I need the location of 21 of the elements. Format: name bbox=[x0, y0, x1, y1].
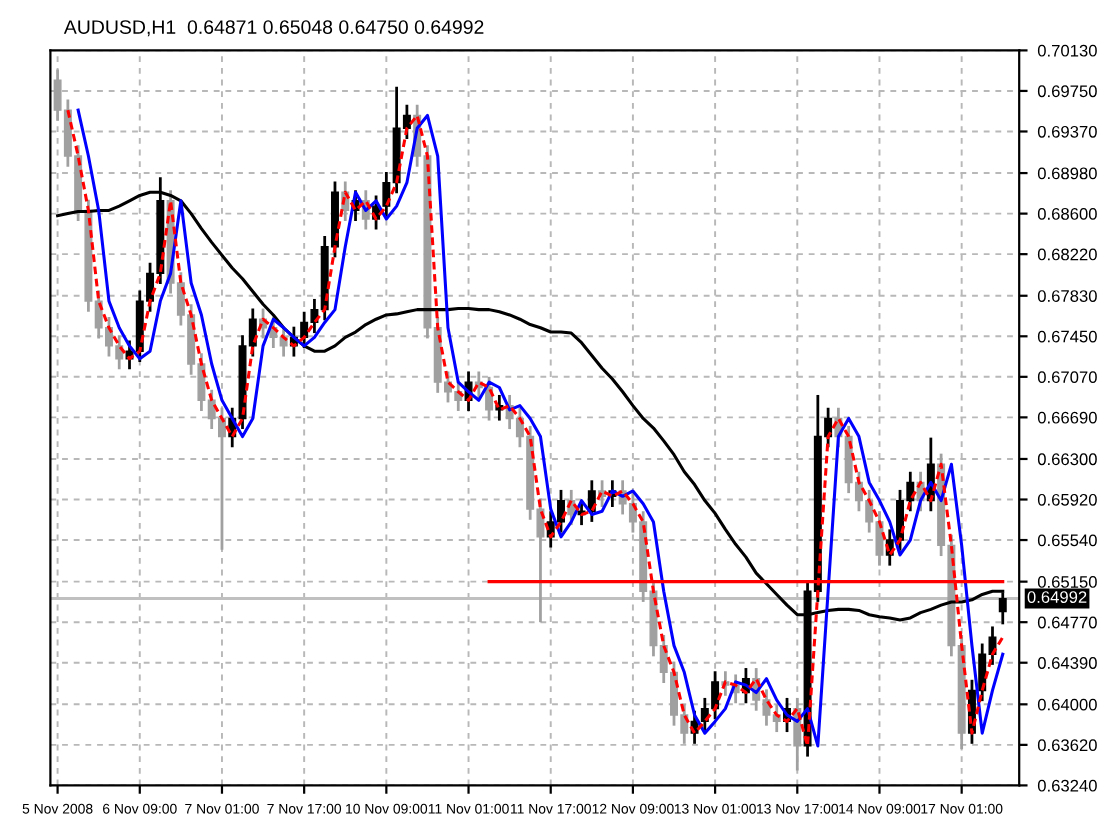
ref-line-label: 0.64992 bbox=[1027, 591, 1087, 603]
y-tick-label: 0.65150 bbox=[1037, 576, 1097, 588]
y-tick-label: 0.64390 bbox=[1037, 657, 1097, 669]
y-tick-label: 0.65540 bbox=[1037, 534, 1097, 547]
y-tick-label: 0.65920 bbox=[1037, 493, 1097, 506]
y-tick-label: 0.68980 bbox=[1037, 167, 1097, 180]
chart-title: AUDUSD,H1 0.64871 0.65048 0.64750 0.64992 bbox=[63, 20, 484, 37]
y-tick-label: 0.70130 bbox=[1037, 44, 1097, 57]
y-tick-label: 0.67450 bbox=[1037, 330, 1097, 343]
y-tick-label: 0.63240 bbox=[1037, 779, 1097, 792]
y-tick-label: 0.68600 bbox=[1037, 208, 1097, 220]
y-tick-label: 0.64770 bbox=[1037, 616, 1097, 629]
y-tick-label: 0.64000 bbox=[1037, 698, 1097, 711]
y-tick-label: 0.67070 bbox=[1037, 371, 1097, 384]
y-tick-label: 0.68220 bbox=[1037, 248, 1097, 261]
y-tick-label: 0.63620 bbox=[1037, 739, 1097, 752]
y-tick-label: 0.67830 bbox=[1037, 290, 1097, 302]
y-tick-label: 0.69750 bbox=[1037, 85, 1097, 98]
y-tick-label: 0.69370 bbox=[1037, 125, 1097, 138]
y-tick-label: 0.66300 bbox=[1037, 453, 1097, 466]
y-tick-label: 0.66690 bbox=[1037, 411, 1097, 424]
